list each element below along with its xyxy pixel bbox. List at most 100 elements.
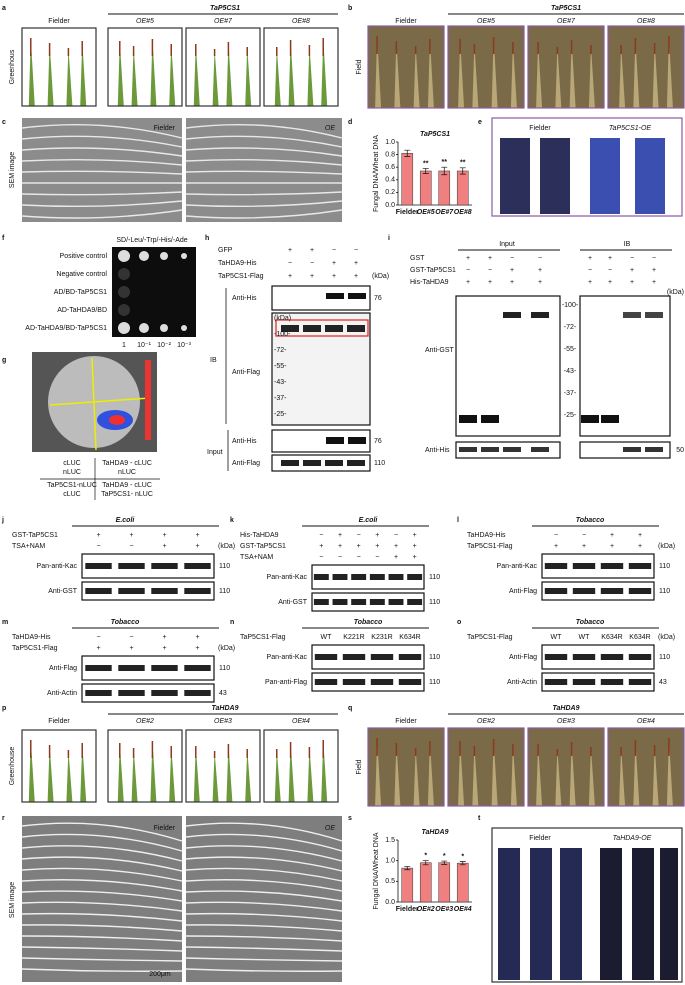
leaf-stain [560, 848, 582, 980]
leaf [569, 742, 576, 806]
photo-frame [527, 727, 605, 807]
ladder: -72- [274, 347, 287, 354]
kda: 110 [659, 563, 670, 570]
y-tick-label: 0.0 [385, 899, 395, 906]
significance: * [443, 853, 446, 860]
hypha [185, 209, 343, 219]
band [85, 665, 112, 671]
highlight [275, 319, 369, 337]
luc-signal [109, 415, 125, 425]
hypha [185, 968, 343, 972]
row-label: AD/BD-TaP5CS1 [54, 289, 107, 296]
hypha [21, 856, 183, 872]
ladder: -43- [274, 379, 287, 386]
line-label: OE#4 [637, 718, 655, 725]
band [281, 460, 299, 466]
hypha [185, 191, 343, 196]
kda: 110 [429, 599, 440, 606]
leaf [619, 45, 626, 108]
panel-letter: l [457, 517, 459, 524]
sign: − [394, 532, 398, 539]
sign: + [554, 543, 558, 550]
sign: + [466, 255, 470, 262]
dilution: 10⁻³ [177, 342, 191, 349]
hypha [21, 191, 183, 196]
band [398, 679, 422, 685]
band [572, 588, 596, 594]
sign: − [588, 267, 592, 274]
ladder: -37- [564, 390, 577, 397]
y-tick-label: 0.6 [385, 164, 395, 171]
leaf [458, 39, 465, 108]
x-tick-label: OE#7 [435, 209, 454, 216]
antibody: Anti-Flag [232, 460, 260, 467]
hypha [21, 209, 183, 219]
leaf [588, 45, 595, 108]
leaf [193, 746, 200, 802]
row-label: TaP5CS1-Flag [218, 273, 264, 280]
sign: − [319, 532, 323, 539]
colony [118, 268, 130, 280]
sign: − [357, 554, 361, 561]
hypha [21, 968, 183, 972]
photo-frame [607, 727, 685, 807]
sign: + [354, 273, 358, 280]
sign: + [338, 532, 342, 539]
sign: + [375, 543, 379, 550]
significance: ** [423, 160, 429, 167]
sign: + [510, 267, 514, 274]
line-label: Fielder [48, 718, 70, 725]
band [544, 563, 568, 569]
antibody: Pan-anti-Kac [267, 574, 308, 581]
band [623, 447, 641, 452]
sign: + [319, 543, 323, 550]
row-label: AD-TaHDA9/BD [57, 307, 107, 314]
panel-title: Tobacco [354, 619, 383, 626]
sign: + [338, 543, 342, 550]
leaf [472, 44, 479, 108]
y-tick-label: 0.2 [385, 189, 395, 196]
sign: + [195, 634, 199, 641]
image [608, 26, 684, 108]
photo-label: TaP5CS1-OE [609, 125, 651, 132]
kda: 43 [219, 690, 227, 697]
error-bar [422, 860, 429, 866]
error-bar [441, 166, 448, 176]
panel-letter: r [2, 815, 5, 822]
leaf [633, 740, 640, 806]
antibody: Anti-GST [425, 347, 455, 354]
bar [456, 170, 469, 206]
line-label: OE#8 [292, 18, 310, 25]
line-label: Fielder [395, 718, 417, 725]
colony [118, 304, 130, 316]
band [347, 325, 365, 332]
band [348, 293, 366, 299]
significance: * [424, 853, 427, 860]
ladder: -100- [274, 331, 291, 338]
significance: * [461, 853, 464, 860]
band [645, 447, 663, 452]
antibody: Pan-anti-Kac [497, 563, 538, 570]
colony [160, 324, 168, 332]
sign: − [338, 554, 342, 561]
sign: − [582, 532, 586, 539]
hypha [21, 135, 183, 148]
band [600, 679, 624, 685]
leaf [288, 40, 295, 106]
kda: 110 [219, 665, 230, 672]
sign: + [195, 645, 199, 652]
band [326, 293, 344, 299]
band [407, 599, 423, 605]
hypha [21, 935, 183, 942]
blot [81, 683, 215, 703]
hypha [21, 912, 183, 922]
y-tick-label: 1.5 [385, 837, 395, 844]
line-label: OE#2 [136, 718, 154, 725]
kda-header: (kDa) [658, 634, 675, 641]
kda: 110 [659, 654, 670, 661]
hypha [21, 946, 183, 952]
line-label: OE#3 [214, 718, 232, 725]
antibody: Anti-His [232, 438, 257, 445]
band [481, 415, 499, 423]
image [186, 118, 342, 222]
